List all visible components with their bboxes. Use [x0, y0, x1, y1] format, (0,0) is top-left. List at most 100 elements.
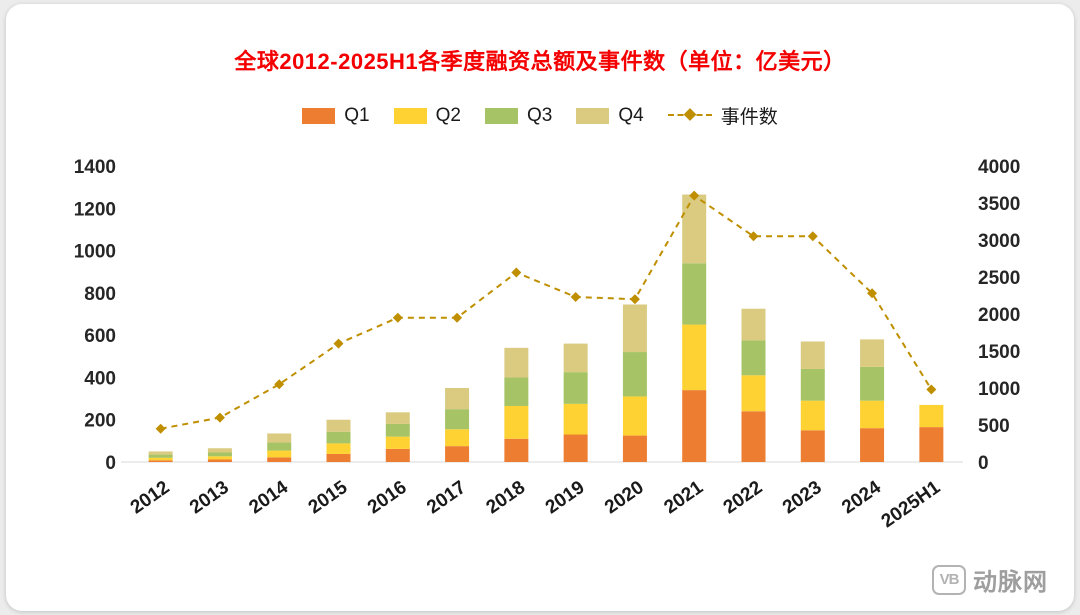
- right-axis-tick: 3500: [978, 194, 1020, 215]
- left-axis-tick: 200: [84, 411, 116, 432]
- x-axis-label: 2017: [423, 477, 470, 518]
- right-axis-tick: 2500: [978, 268, 1020, 289]
- bar-segment-2019-Q1: [563, 434, 588, 462]
- left-axis-tick: 1200: [74, 199, 116, 220]
- bar-segment-2014-Q4: [267, 433, 292, 443]
- bar-segment-2017-Q3: [445, 409, 470, 430]
- events-line-marker: [214, 412, 225, 423]
- bar-segment-2012-Q2: [148, 457, 173, 461]
- bar-segment-2024-Q2: [860, 400, 885, 429]
- x-axis-label: 2023: [779, 477, 826, 518]
- events-line-marker: [333, 338, 344, 349]
- events-line-marker: [511, 267, 522, 278]
- bar-segment-2024-Q1: [860, 428, 885, 462]
- x-axis-label: 2022: [720, 477, 767, 518]
- bar-segment-2022-Q3: [741, 340, 766, 376]
- q3-swatch-icon: [484, 107, 518, 124]
- bar-segment-2015-Q1: [326, 453, 351, 462]
- x-axis-label: 2021: [660, 477, 707, 519]
- bar-segment-2018-Q4: [504, 347, 529, 378]
- x-axis-label: 2024: [838, 477, 885, 519]
- bar-segment-2018-Q1: [504, 438, 529, 462]
- bar-segment-2022-Q1: [741, 411, 766, 462]
- x-axis-label: 2012: [127, 477, 174, 518]
- legend-item-q1: Q1: [302, 104, 370, 127]
- events-line-marker: [867, 288, 878, 299]
- bar-segment-2019-Q4: [563, 343, 588, 373]
- bar-segment-2013-Q3: [207, 452, 232, 457]
- bar-segment-2021-Q4: [682, 194, 707, 264]
- legend-label-q2: Q2: [435, 104, 461, 126]
- bar-segment-2023-Q4: [800, 341, 825, 369]
- events-line-marker: [392, 312, 403, 323]
- bar-segment-2023-Q2: [800, 400, 825, 431]
- chart-title: 全球2012-2025H1各季度融资总额及事件数（单位：亿美元）: [234, 49, 846, 74]
- bar-segment-2020-Q3: [622, 352, 647, 397]
- right-axis-tick: 500: [978, 416, 1010, 437]
- events-line-marker: [926, 384, 937, 395]
- left-axis-tick: 0: [105, 453, 116, 474]
- bar-segment-2020-Q1: [622, 435, 647, 462]
- bar-segment-2019-Q3: [563, 372, 588, 404]
- events-line-marker: [807, 231, 818, 242]
- vb-logo-icon: VB: [932, 564, 966, 595]
- right-axis-tick: 2000: [978, 305, 1020, 326]
- events-line-marker: [689, 190, 700, 201]
- q4-swatch-icon: [576, 107, 610, 124]
- events-line-marker: [748, 231, 759, 242]
- legend-label-q1: Q1: [344, 104, 370, 126]
- legend-dashed-line-sample: [667, 107, 712, 121]
- bar-segment-2014-Q2: [267, 450, 292, 458]
- watermark: VB 动脉网: [932, 562, 1048, 597]
- right-axis-tick: 0: [978, 453, 989, 474]
- legend-item-events: 事件数: [667, 102, 778, 129]
- bar-segment-2013-Q1: [207, 459, 232, 462]
- x-axis-label: 2025H1: [878, 477, 945, 533]
- x-axis-label: 2020: [601, 477, 648, 518]
- bar-segment-2024-Q4: [860, 339, 885, 367]
- bar-segment-2015-Q2: [326, 443, 351, 454]
- bar-segment-2020-Q4: [622, 304, 647, 353]
- bar-segment-2015-Q3: [326, 431, 351, 444]
- legend-item-q4: Q4: [576, 105, 644, 127]
- bar-segment-2021-Q3: [682, 263, 707, 325]
- bar-segment-2017-Q2: [445, 429, 470, 447]
- left-axis-tick: 400: [84, 368, 116, 389]
- right-axis-tick: 1500: [978, 342, 1020, 363]
- bar-segment-2022-Q2: [741, 375, 766, 412]
- right-axis-tick: 3000: [978, 231, 1020, 252]
- bar-segment-2012-Q3: [148, 454, 173, 458]
- bar-segment-2021-Q1: [682, 390, 707, 462]
- x-axis-label: 2016: [364, 477, 411, 518]
- diamond-marker-icon: [683, 107, 697, 121]
- bar-segment-2015-Q4: [326, 419, 351, 432]
- events-line: [160, 194, 933, 430]
- chart-card: 全球2012-2025H1各季度融资总额及事件数（单位：亿美元） Q1 Q2 Q…: [6, 4, 1074, 611]
- bar-segment-2016-Q2: [385, 436, 410, 449]
- left-axis-tick: 1400: [74, 157, 116, 178]
- left-axis-tick: 600: [84, 326, 116, 347]
- bar-segment-2023-Q3: [800, 368, 825, 401]
- bar-segment-2014-Q1: [267, 457, 292, 462]
- x-axis-label: 2015: [305, 477, 352, 519]
- legend-item-q2: Q2: [393, 104, 461, 127]
- bar-segment-2018-Q2: [504, 405, 529, 439]
- bar-segment-2017-Q1: [445, 446, 470, 462]
- x-axis-label: 2014: [245, 477, 292, 519]
- left-axis-tick: 1000: [74, 242, 116, 263]
- bar-segment-2016-Q3: [385, 423, 410, 437]
- q2-swatch-icon: [393, 107, 427, 124]
- bar-segment-2012-Q4: [148, 451, 173, 455]
- bar-segment-2019-Q2: [563, 403, 588, 435]
- x-axis-label: 2013: [186, 477, 233, 518]
- bar-segment-2014-Q3: [267, 442, 292, 451]
- bar-segment-2013-Q4: [207, 448, 232, 453]
- legend-label-q3: Q3: [526, 104, 553, 126]
- right-axis-tick: 4000: [978, 157, 1020, 178]
- chart-legend: Q1 Q2 Q3 Q4 事件数: [6, 102, 1074, 129]
- bar-segment-2012-Q1: [148, 460, 173, 462]
- x-axis-label: 2018: [483, 477, 530, 518]
- watermark-text: 动脉网: [973, 569, 1048, 596]
- bar-segment-2016-Q1: [385, 448, 410, 462]
- bar-segment-2023-Q1: [800, 430, 825, 462]
